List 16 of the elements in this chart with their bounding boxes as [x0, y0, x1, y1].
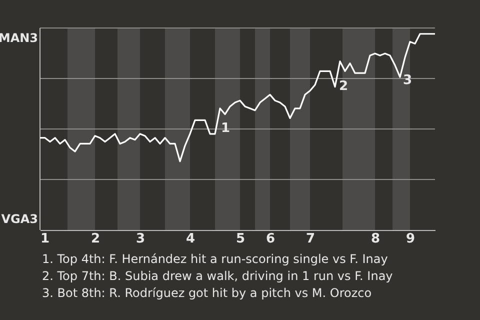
x-tick-label: 6 [266, 232, 276, 246]
x-tick-label: 2 [90, 232, 100, 246]
x-tick-label: 1 [40, 232, 50, 246]
x-tick-label: 8 [370, 232, 380, 246]
text: VGA3 [1, 212, 38, 226]
text: 3. Bot 8th: R. Rodríguez got hit by a pitch vs M. Orozco [42, 286, 372, 300]
x-tick-label: 5 [236, 232, 246, 246]
x-tick-label: 9 [406, 232, 416, 246]
x-tick-label: 4 [186, 232, 196, 246]
x-tick-label: 3 [136, 232, 146, 246]
text: 1. Top 4th: F. Hernández hit a run-scoring single vs F. Inay [42, 252, 388, 266]
annotation: 3 [403, 73, 412, 88]
x-tick-label: 7 [306, 232, 316, 246]
annotation: 1 [221, 121, 230, 136]
annotation: 2 [339, 79, 348, 94]
text: 2. Top 7th: B. Subia drew a walk, driving in 1 run vs F. Inay [42, 269, 393, 283]
